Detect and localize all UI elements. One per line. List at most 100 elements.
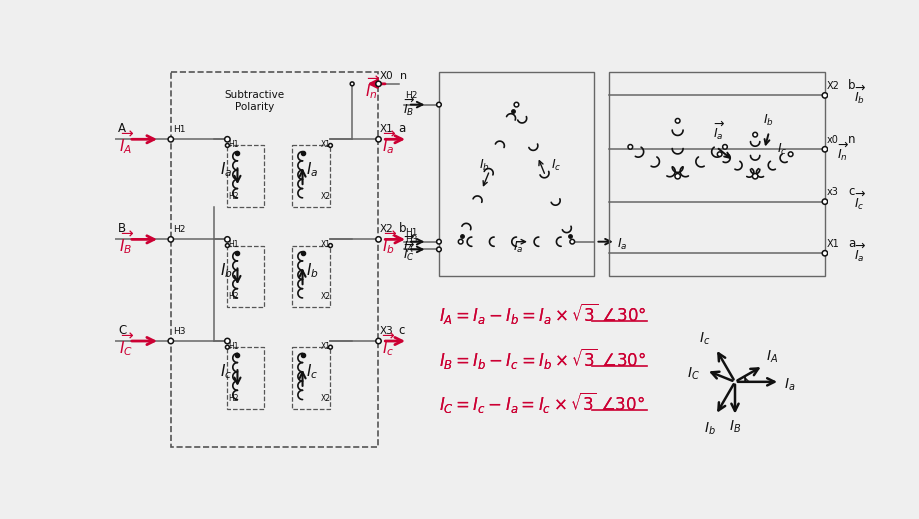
Text: $I_A$: $I_A$ [766, 348, 777, 365]
Text: H2: H2 [405, 91, 417, 100]
Text: H2: H2 [228, 394, 238, 403]
Text: X2: X2 [825, 81, 838, 91]
Text: X2: X2 [320, 394, 330, 403]
Circle shape [168, 136, 174, 142]
Circle shape [822, 199, 827, 204]
Text: $\overrightarrow{I_C}$: $\overrightarrow{I_C}$ [403, 240, 414, 263]
Circle shape [225, 345, 229, 349]
Circle shape [328, 144, 332, 147]
Circle shape [375, 136, 380, 142]
Text: c: c [398, 324, 404, 337]
Text: $I_A = I_a - I_b= I_a \times \sqrt{3}\ \angle30°$: $I_A = I_a - I_b= I_a \times \sqrt{3}\ \… [438, 301, 646, 326]
Text: $\overrightarrow{I_b}$: $\overrightarrow{I_b}$ [853, 84, 865, 106]
Text: $I_a$: $I_a$ [617, 237, 627, 252]
Text: H2: H2 [228, 193, 238, 201]
Circle shape [569, 239, 574, 244]
Text: $I_{a}$: $I_{a}$ [306, 161, 318, 180]
Circle shape [437, 102, 441, 107]
Text: X1: X1 [825, 239, 838, 249]
Text: $I_b$: $I_b$ [479, 158, 490, 173]
Text: H1: H1 [405, 228, 417, 237]
Circle shape [168, 338, 174, 344]
Circle shape [328, 345, 332, 349]
Text: b: b [847, 79, 855, 92]
Text: $\overrightarrow{I_n}$: $\overrightarrow{I_n}$ [836, 141, 849, 163]
Text: X3: X3 [380, 326, 393, 336]
Text: b: b [398, 223, 405, 236]
Text: $I_C = I_c - I_a= I_c \times \sqrt{3}\ \angle30°$: $I_C = I_c - I_a= I_c \times \sqrt{3}\ \… [438, 390, 644, 415]
Text: $\overrightarrow{I_c}$: $\overrightarrow{I_c}$ [853, 189, 865, 212]
Text: $I_{c}$: $I_{c}$ [221, 362, 233, 381]
Text: H1: H1 [228, 342, 238, 351]
Text: $\overrightarrow{I_n}$: $\overrightarrow{I_n}$ [364, 74, 380, 101]
Text: H3: H3 [405, 236, 417, 244]
Text: X1: X1 [380, 125, 393, 134]
Text: a: a [847, 237, 855, 250]
Text: X2: X2 [320, 292, 330, 302]
Text: H1: H1 [173, 126, 186, 134]
Circle shape [375, 338, 380, 344]
Circle shape [350, 82, 354, 86]
Circle shape [822, 93, 827, 98]
Circle shape [225, 243, 229, 248]
Circle shape [822, 251, 827, 256]
Text: $I_b$: $I_b$ [762, 113, 773, 128]
Text: $I_a$: $I_a$ [512, 240, 523, 255]
Circle shape [514, 102, 518, 107]
Circle shape [628, 145, 632, 149]
Circle shape [328, 243, 332, 248]
Text: X2: X2 [320, 193, 330, 201]
Circle shape [375, 237, 380, 242]
Circle shape [458, 239, 462, 244]
Text: A: A [118, 122, 126, 135]
Text: n: n [400, 71, 407, 81]
Circle shape [375, 81, 380, 87]
Circle shape [788, 152, 792, 157]
Circle shape [717, 152, 721, 157]
Circle shape [437, 247, 441, 252]
Text: $\overrightarrow{I_B}$: $\overrightarrow{I_B}$ [119, 229, 134, 256]
Text: X1: X1 [320, 342, 330, 351]
Text: a: a [398, 122, 405, 135]
Text: c: c [847, 185, 854, 198]
Circle shape [225, 144, 229, 147]
Text: $I_c$: $I_c$ [698, 331, 709, 347]
Text: $I_B = I_b - I_c= I_b \times \sqrt{3}\ \angle30°$: $I_B = I_b - I_c= I_b \times \sqrt{3}\ \… [438, 346, 645, 371]
Text: $I_C$: $I_C$ [686, 365, 699, 381]
Text: H2: H2 [173, 225, 186, 235]
Circle shape [224, 237, 230, 242]
Text: B: B [118, 223, 126, 236]
Text: x3: x3 [825, 187, 837, 198]
Text: $\overrightarrow{I_A}$: $\overrightarrow{I_A}$ [119, 129, 134, 156]
Text: H2: H2 [228, 292, 238, 302]
Text: $\overrightarrow{I_a}$: $\overrightarrow{I_a}$ [382, 129, 397, 156]
Text: n: n [847, 133, 855, 146]
Circle shape [224, 338, 230, 344]
Circle shape [675, 118, 679, 123]
Text: $I_{b}$: $I_{b}$ [306, 261, 319, 280]
Circle shape [224, 136, 230, 142]
Text: $I_{a}$: $I_{a}$ [221, 161, 233, 180]
Text: H3: H3 [173, 327, 186, 336]
Text: $I_A = I_a - I_b= I_a \times \sqrt{3}\ \angle30°$: $I_A = I_a - I_b= I_a \times \sqrt{3}\ \… [438, 301, 646, 326]
Circle shape [752, 173, 757, 179]
Text: X2: X2 [380, 224, 393, 235]
Text: $\overrightarrow{I_B}$: $\overrightarrow{I_B}$ [403, 95, 414, 118]
Text: X1: X1 [320, 240, 330, 249]
Text: $I_B = I_b - I_c= I_b \times \sqrt{3}\ \angle30°$: $I_B = I_b - I_c= I_b \times \sqrt{3}\ \… [438, 346, 645, 371]
Circle shape [752, 132, 756, 137]
Circle shape [675, 173, 680, 179]
Text: H1: H1 [228, 140, 238, 149]
Circle shape [168, 237, 174, 242]
Text: C: C [118, 324, 126, 337]
Text: $\overrightarrow{I_c}$: $\overrightarrow{I_c}$ [382, 331, 396, 358]
Text: $\overrightarrow{I_C}$: $\overrightarrow{I_C}$ [119, 331, 134, 358]
Text: $I_{c}$: $I_{c}$ [306, 362, 318, 381]
Text: $I_a$: $I_a$ [783, 377, 794, 393]
Text: H1: H1 [228, 240, 238, 249]
Text: $I_B$: $I_B$ [728, 419, 741, 435]
Text: $I_{b}$: $I_{b}$ [221, 261, 233, 280]
Text: X1: X1 [320, 140, 330, 149]
Circle shape [437, 239, 441, 244]
Text: $\overrightarrow{I_A}$: $\overrightarrow{I_A}$ [403, 233, 414, 255]
